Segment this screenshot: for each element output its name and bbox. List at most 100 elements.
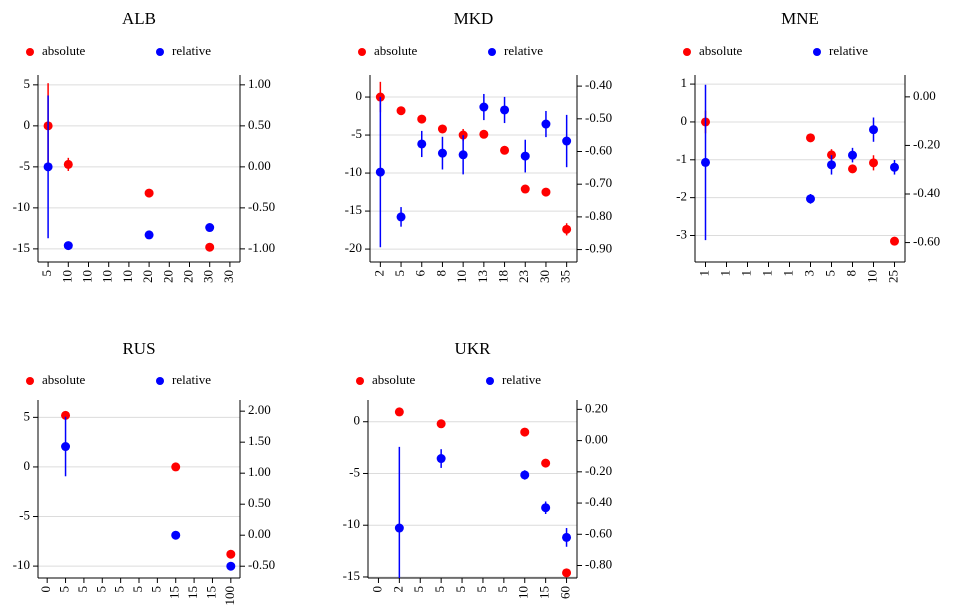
- x-tick-label: 3: [801, 270, 816, 277]
- y2-tick-label: -0.60: [913, 234, 940, 249]
- y2-tick-label: 0.50: [248, 117, 271, 132]
- point: [500, 105, 510, 115]
- x-tick-label: 2: [390, 586, 405, 593]
- legend-label: absolute: [374, 43, 418, 58]
- y2-tick-label: -0.40: [585, 494, 612, 509]
- panel-title: MKD: [454, 9, 494, 28]
- x-tick-label: 1: [717, 270, 732, 277]
- legend-marker: [26, 377, 34, 385]
- y2-tick-label: -0.80: [585, 556, 612, 571]
- x-tick-label: 5: [57, 586, 72, 593]
- y2-tick-label: -0.70: [585, 175, 612, 190]
- point: [848, 150, 857, 160]
- point: [520, 184, 530, 194]
- y2-tick-label: -0.40: [913, 185, 940, 200]
- x-tick-label: 5: [822, 270, 837, 277]
- y2-tick-label: 1.00: [248, 76, 271, 91]
- x-tick-label: 10: [864, 270, 879, 283]
- legend-label: absolute: [372, 372, 416, 387]
- x-tick-label: 1: [759, 270, 774, 277]
- legend-label: relative: [829, 43, 868, 58]
- x-tick-label: 5: [432, 586, 447, 593]
- y2-tick-label: 0.00: [248, 158, 271, 173]
- legend-label: relative: [172, 372, 211, 387]
- point: [205, 223, 215, 233]
- x-tick-label: 10: [79, 270, 94, 283]
- point: [520, 151, 530, 161]
- legend-label: absolute: [42, 372, 86, 387]
- y-tick-label: -20: [345, 240, 362, 255]
- point: [479, 129, 489, 139]
- y-tick-label: -10: [13, 557, 30, 572]
- y2-tick-label: 0.00: [585, 432, 608, 447]
- y-tick-label: -10: [345, 164, 362, 179]
- y-tick-label: -5: [349, 464, 360, 479]
- x-tick-label: 1: [696, 270, 711, 277]
- y-tick-label: -10: [13, 199, 30, 214]
- point: [458, 150, 468, 160]
- y-tick-label: 0: [24, 458, 31, 473]
- point: [562, 532, 572, 542]
- point: [806, 194, 815, 204]
- legend-marker: [488, 48, 496, 56]
- x-tick-label: 20: [180, 270, 195, 283]
- x-tick-label: 5: [474, 586, 489, 593]
- point: [890, 236, 899, 246]
- x-tick-label: 0: [369, 586, 384, 593]
- y-tick-label: -3: [676, 226, 687, 241]
- y-tick-label: 1: [681, 75, 688, 90]
- point: [541, 458, 551, 468]
- point: [394, 407, 404, 417]
- x-tick-label: 30: [537, 270, 552, 283]
- y2-tick-label: 1.50: [248, 433, 271, 448]
- x-tick-label: 5: [411, 586, 426, 593]
- x-tick-label: 5: [112, 586, 127, 593]
- point: [541, 119, 551, 129]
- panel-title: UKR: [455, 339, 492, 358]
- y2-tick-label: 0.00: [913, 88, 936, 103]
- y-tick-label: -15: [345, 202, 362, 217]
- x-tick-label: 18: [496, 270, 511, 283]
- point: [827, 150, 836, 160]
- panel-title: MNE: [781, 9, 819, 28]
- x-tick-label: 35: [558, 270, 573, 283]
- legend-marker: [356, 377, 364, 385]
- point: [890, 162, 899, 172]
- x-tick-label: 0: [38, 586, 53, 593]
- y2-tick-label: -0.60: [585, 525, 612, 540]
- y-tick-label: 0: [354, 413, 361, 428]
- y2-tick-label: 0.20: [585, 400, 608, 415]
- point: [701, 157, 710, 167]
- panel-title: RUS: [122, 339, 155, 358]
- point: [63, 241, 73, 251]
- y2-tick-label: -0.90: [585, 241, 612, 256]
- point: [541, 187, 551, 197]
- legend-marker: [683, 48, 691, 56]
- x-tick-label: 10: [59, 270, 74, 283]
- point: [500, 145, 510, 155]
- point: [827, 160, 836, 170]
- x-tick-label: 5: [130, 586, 145, 593]
- x-tick-label: 30: [221, 270, 236, 283]
- point: [144, 188, 154, 198]
- y-tick-label: -10: [343, 516, 360, 531]
- y2-tick-label: -0.50: [248, 557, 275, 572]
- x-tick-label: 15: [203, 586, 218, 599]
- panel-title: ALB: [122, 9, 156, 28]
- point: [61, 442, 71, 452]
- y2-tick-label: -0.60: [585, 142, 612, 157]
- y-tick-label: -5: [19, 158, 30, 173]
- y-tick-label: 0: [356, 88, 363, 103]
- point: [43, 162, 53, 172]
- x-tick-label: 8: [843, 270, 858, 277]
- x-tick-label: 5: [93, 586, 108, 593]
- y-tick-label: 0: [24, 117, 31, 132]
- x-tick-label: 15: [185, 586, 200, 599]
- x-tick-label: 5: [75, 586, 90, 593]
- x-tick-label: 13: [475, 270, 490, 283]
- y-tick-label: -15: [13, 240, 30, 255]
- x-tick-label: 100: [222, 586, 237, 606]
- x-tick-label: 60: [558, 586, 573, 599]
- legend-label: relative: [172, 43, 211, 58]
